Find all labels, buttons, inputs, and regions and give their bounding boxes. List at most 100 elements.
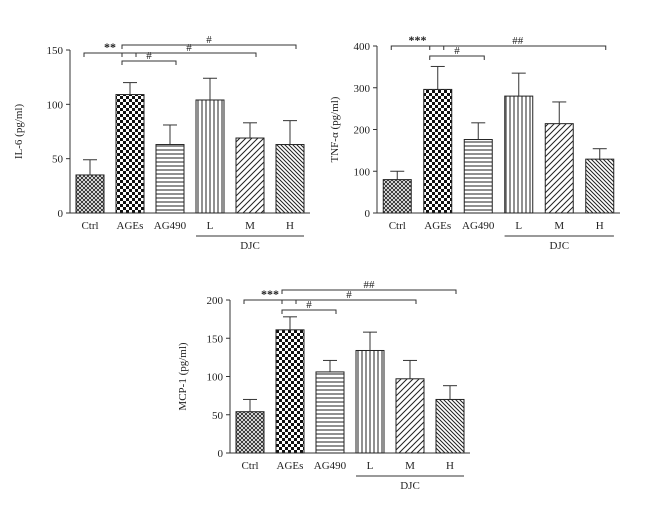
- error-bar: [471, 122, 486, 140]
- y-tick-label: 150: [47, 45, 64, 57]
- y-tick-label: 200: [207, 295, 224, 307]
- bar-m: [544, 123, 574, 214]
- bar-m: [395, 378, 425, 454]
- error-bar: [552, 101, 567, 124]
- x-tick-label: H: [596, 220, 604, 232]
- bar-ctrl: [382, 179, 412, 214]
- bar-ag490: [463, 139, 493, 214]
- bar-ages: [275, 329, 305, 454]
- bar-h: [585, 158, 615, 214]
- x-tick-label: AG490: [462, 220, 495, 232]
- significance-bracket: #: [121, 34, 297, 49]
- y-tick-label: 200: [354, 125, 371, 137]
- y-tick-label: 50: [212, 410, 224, 422]
- error-bar: [390, 170, 405, 180]
- significance-label: #: [454, 45, 460, 57]
- y-tick-label: 100: [207, 372, 224, 384]
- bar-h: [435, 398, 465, 454]
- x-tick-label: Ctrl: [389, 220, 406, 232]
- x-tick-label: AG490: [154, 220, 187, 232]
- y-tick-label: 50: [52, 154, 64, 166]
- y-tick-label: 0: [58, 208, 64, 220]
- y-axis-label: MCP-1 (pg/ml): [177, 342, 189, 410]
- significance-label: ##: [364, 279, 376, 291]
- significance-label: ***: [261, 287, 279, 301]
- x-tick-label: Ctrl: [241, 460, 258, 472]
- y-tick-label: 400: [354, 41, 371, 53]
- significance-label: #: [186, 42, 192, 54]
- error-bar: [511, 72, 526, 97]
- error-bar: [243, 398, 257, 412]
- error-bar: [243, 122, 257, 139]
- mcp1-chart: 0 50 100 150 200 MCP-1 (pg/ml) Ctrl AGEs AG490 L M…: [177, 279, 470, 492]
- x-tick-label: H: [286, 220, 294, 232]
- y-axis-label: TNF-α (pg/ml): [329, 96, 341, 162]
- x-tick-label: Ctrl: [81, 220, 98, 232]
- x-tick-label: M: [245, 220, 255, 232]
- bar-m: [235, 137, 265, 214]
- significance-label: ##: [512, 35, 524, 47]
- significance-bracket: #: [121, 50, 177, 65]
- y-tick-label: 100: [354, 166, 371, 178]
- significance-bracket: #: [429, 45, 485, 60]
- error-bar: [123, 82, 137, 95]
- x-tick-label: M: [554, 220, 564, 232]
- y-axis-label: IL-6 (pg/ml): [13, 104, 25, 160]
- error-bar: [283, 316, 297, 330]
- bar-l: [195, 99, 225, 214]
- y-tick-label: 100: [47, 99, 64, 111]
- x-tick-label: L: [367, 460, 374, 472]
- bar-ages: [423, 88, 453, 214]
- error-bar: [83, 159, 97, 175]
- bar-l: [504, 95, 534, 214]
- significance-label: #: [146, 50, 152, 62]
- x-tick-label: L: [515, 220, 522, 232]
- significance-bracket: #: [121, 42, 257, 57]
- bar-ctrl: [75, 174, 105, 214]
- error-bar: [592, 148, 607, 160]
- error-bar: [203, 77, 217, 100]
- bar-l: [355, 349, 385, 454]
- bar-ages: [115, 94, 145, 214]
- error-bar: [323, 359, 337, 372]
- error-bar: [283, 120, 297, 145]
- significance-bracket: ***: [243, 287, 297, 304]
- error-bar: [363, 331, 377, 351]
- x-tick-label: AGEs: [424, 220, 451, 232]
- x-tick-label: AGEs: [117, 220, 144, 232]
- significance-bracket: #: [281, 289, 417, 304]
- significance-bracket: #: [281, 299, 337, 314]
- il6-chart: 0 50 100 150 IL-6 (pg/ml) Ctrl AGEs AG490 L M H DJC…: [13, 34, 310, 252]
- error-bar: [163, 124, 177, 145]
- x-tick-label: AG490: [314, 460, 347, 472]
- significance-bracket: ***: [390, 33, 445, 50]
- significance-label: #: [346, 289, 352, 301]
- x-tick-label: AGEs: [277, 460, 304, 472]
- significance-bracket: ##: [429, 35, 607, 50]
- tnf-alpha-chart: 0 100 200 300 400 TNF-α (pg/ml) Ctrl AGEs AG490 L…: [329, 33, 620, 252]
- y-tick-label: 300: [354, 83, 371, 95]
- significance-label: **: [104, 40, 116, 54]
- group-label: DJC: [549, 240, 569, 252]
- error-bar: [443, 385, 457, 400]
- bar-ag490: [155, 144, 185, 214]
- bar-ag490: [315, 371, 345, 454]
- x-tick-label: M: [405, 460, 415, 472]
- y-tick-label: 0: [218, 448, 224, 460]
- y-tick-label: 0: [365, 208, 371, 220]
- error-bar: [430, 65, 445, 90]
- group-label: DJC: [400, 480, 420, 492]
- x-tick-label: H: [446, 460, 454, 472]
- significance-label: #: [306, 299, 312, 311]
- y-tick-label: 150: [207, 333, 224, 345]
- error-bar: [403, 359, 417, 379]
- bar-h: [275, 144, 305, 214]
- significance-bracket: **: [83, 40, 137, 57]
- group-label: DJC: [240, 240, 260, 252]
- significance-bracket: ##: [281, 279, 457, 294]
- significance-label: ***: [409, 33, 427, 47]
- significance-label: #: [206, 34, 212, 46]
- bar-ctrl: [235, 411, 265, 454]
- x-tick-label: L: [207, 220, 214, 232]
